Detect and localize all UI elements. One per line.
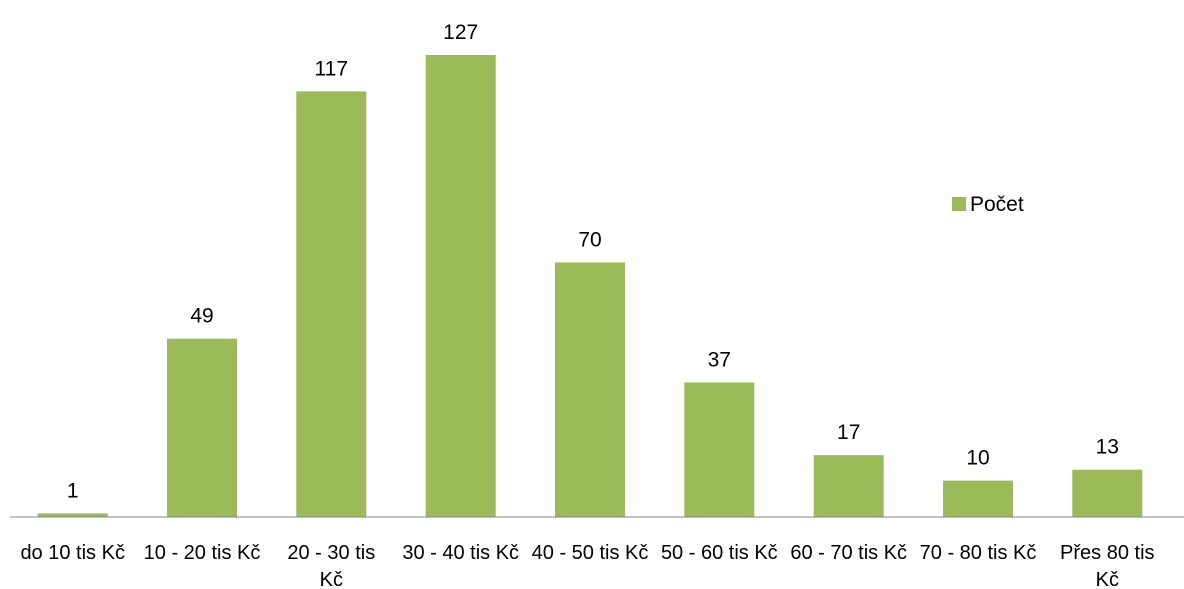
category-label-8-line-1: Kč xyxy=(1096,569,1119,589)
bar-1 xyxy=(167,338,237,517)
value-label-0: 1 xyxy=(67,479,79,502)
bar-8 xyxy=(1072,469,1143,517)
bar-5 xyxy=(684,382,755,517)
bar-0 xyxy=(37,513,108,517)
legend: Počet xyxy=(952,193,1024,216)
category-label-0: do 10 tis Kč xyxy=(20,542,125,564)
category-label-8: Přes 80 tis xyxy=(1060,542,1154,564)
category-label-3: 30 - 40 tis Kč xyxy=(402,542,519,564)
bars-group xyxy=(37,55,1143,518)
value-label-1: 49 xyxy=(190,305,213,328)
category-label-7: 70 - 80 tis Kč xyxy=(920,542,1037,564)
bar-6 xyxy=(813,455,884,517)
bar-2 xyxy=(296,91,367,518)
category-label-4: 40 - 50 tis Kč xyxy=(532,542,649,564)
value-labels-group: 1 49 117 127 70 37 17 10 13 xyxy=(67,21,1119,502)
category-label-2: 20 - 30 tis xyxy=(287,542,375,564)
bar-7 xyxy=(943,480,1013,517)
legend-label-pocet: Počet xyxy=(970,193,1024,216)
category-label-5: 50 - 60 tis Kč xyxy=(661,542,778,564)
category-label-6: 60 - 70 tis Kč xyxy=(790,542,907,564)
value-label-2: 117 xyxy=(315,57,348,80)
bar-3 xyxy=(425,55,496,517)
value-label-3: 127 xyxy=(443,21,478,44)
value-label-4: 70 xyxy=(578,228,601,251)
category-labels-group: do 10 tis Kč 10 - 20 tis Kč 20 - 30 tis Kč 3… xyxy=(20,542,1154,589)
legend-swatch-pocet xyxy=(952,197,966,211)
value-label-5: 37 xyxy=(708,348,731,371)
value-label-8: 13 xyxy=(1096,436,1119,459)
category-label-1: 10 - 20 tis Kč xyxy=(144,542,261,564)
value-label-6: 17 xyxy=(837,421,860,444)
bar-4 xyxy=(555,262,625,517)
category-label-2-line-1: Kč xyxy=(320,569,343,589)
value-label-7: 10 xyxy=(966,447,989,470)
